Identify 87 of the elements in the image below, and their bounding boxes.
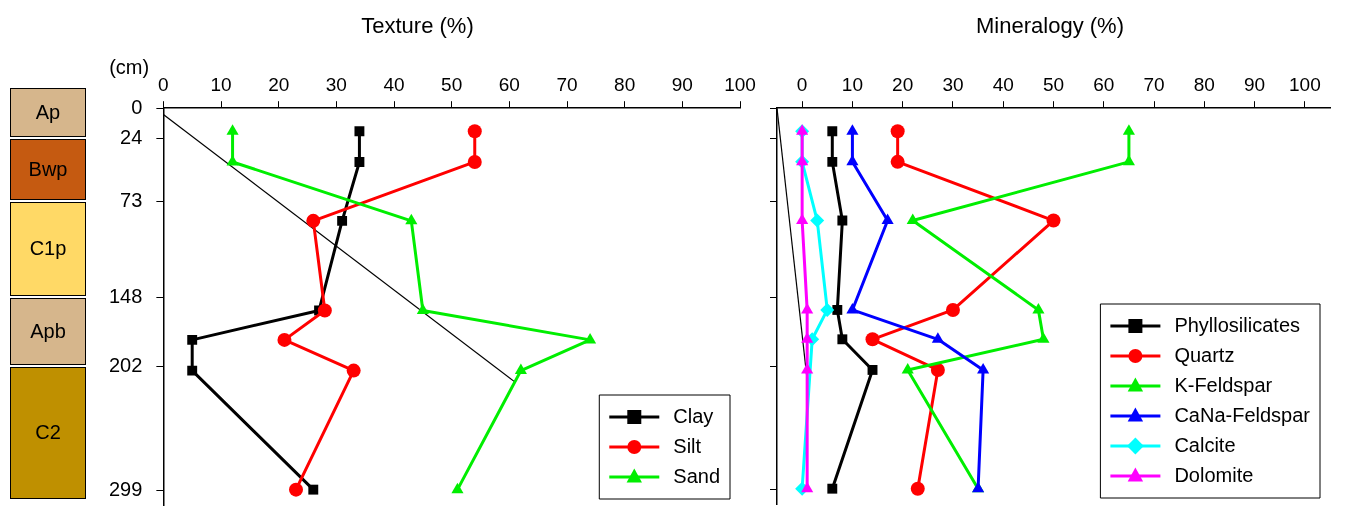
x-tick-label: 40 [992, 74, 1014, 96]
legend-label: Sand [673, 464, 721, 487]
point [910, 481, 925, 496]
point [405, 213, 418, 225]
x-tick-label: 60 [1093, 74, 1115, 96]
point [832, 304, 843, 315]
x-tick-label: 20 [892, 74, 914, 96]
y-tick-label: 202 [108, 354, 143, 377]
point [827, 483, 838, 494]
point [846, 302, 859, 314]
x-tick-label: 70 [1143, 74, 1165, 96]
y-tick-label: 299 [108, 478, 143, 501]
point [584, 332, 597, 344]
legend-label: Phyllosilicates [1174, 313, 1300, 336]
legend-label: Calcite [1174, 433, 1236, 456]
x-tick-label: 30 [942, 74, 964, 96]
point [226, 124, 239, 135]
point [1122, 124, 1135, 135]
point [187, 334, 198, 345]
point [451, 482, 464, 494]
point [837, 334, 848, 345]
y-tick-label: 148 [108, 285, 143, 308]
point [1032, 302, 1045, 314]
point [346, 363, 361, 378]
x-tick-label: 30 [325, 74, 347, 96]
y-tick-label: 24 [120, 126, 143, 149]
legend-label: K-Feldspar [1174, 373, 1273, 396]
x-tick-label: 0 [158, 74, 169, 96]
x-tick-label: 100 [1289, 74, 1321, 96]
chart-title: Texture (%) [361, 13, 474, 39]
x-tick-label: 70 [556, 74, 578, 96]
point [796, 124, 809, 135]
x-tick-label: 20 [268, 74, 290, 96]
point [827, 156, 838, 167]
point [890, 154, 905, 169]
point [945, 302, 960, 317]
x-tick-label: 80 [1193, 74, 1215, 96]
point [1037, 332, 1050, 343]
point [337, 215, 348, 226]
point [514, 363, 527, 375]
x-tick-label: 100 [724, 74, 756, 96]
x-tick-label: 10 [841, 74, 863, 96]
point [820, 302, 835, 317]
point [977, 362, 990, 374]
y-tick-label: 73 [120, 189, 143, 212]
x-tick-label: 50 [1042, 74, 1065, 96]
x-tick-label: 90 [1244, 74, 1266, 96]
point [837, 215, 848, 226]
point [930, 362, 945, 377]
point [467, 154, 482, 169]
point [416, 303, 429, 314]
x-tick-label: 80 [614, 74, 636, 96]
legend-label: CaNa-Feldspar [1174, 403, 1311, 426]
point [846, 124, 859, 135]
point [901, 362, 914, 374]
x-tick-label: 60 [498, 74, 520, 96]
point [1046, 213, 1061, 228]
point [308, 484, 319, 495]
point [467, 124, 482, 139]
point [810, 213, 825, 228]
point [890, 124, 905, 139]
x-tick-label: 90 [671, 74, 693, 96]
x-tick-label: 40 [383, 74, 405, 96]
point [354, 126, 365, 137]
y-tick-label: 0 [131, 95, 143, 118]
point [306, 213, 321, 228]
legend-label: Dolomite [1174, 463, 1254, 486]
point [288, 482, 303, 497]
chart-title: Mineralogy (%) [976, 13, 1124, 39]
point [881, 213, 894, 225]
point [277, 332, 292, 347]
point [827, 126, 838, 137]
point [187, 365, 198, 376]
x-tick-label: 10 [210, 74, 232, 96]
x-tick-label: 0 [796, 74, 808, 96]
legend-label: Quartz [1174, 343, 1235, 366]
point [867, 364, 878, 375]
point [317, 303, 332, 318]
point [906, 213, 919, 225]
soil-profile-column: Ap Bwp C1p Apb C2 [10, 88, 88, 501]
y-axis-title: (cm) [109, 56, 150, 79]
point [931, 332, 944, 343]
legend-label: Silt [673, 434, 702, 457]
x-tick-label: 50 [441, 74, 463, 96]
point [354, 157, 365, 167]
point [865, 332, 880, 347]
legend-label: Clay [673, 404, 714, 427]
